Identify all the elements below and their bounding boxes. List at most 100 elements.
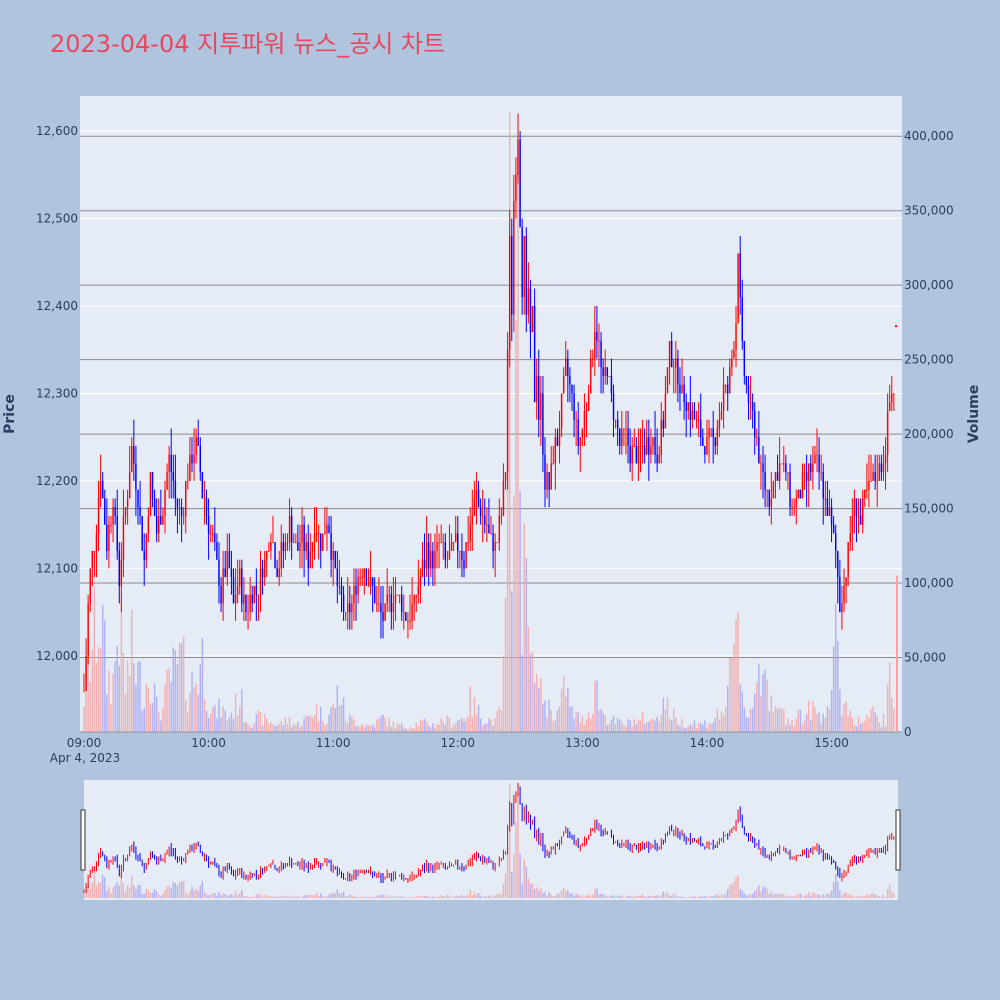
slider-volume-bar (508, 783, 511, 898)
volume-bar (864, 720, 866, 732)
slider-volume-bar (409, 897, 411, 898)
candle-body (168, 454, 170, 473)
candle-body (228, 550, 231, 569)
volume-bar (693, 720, 696, 732)
volume-bar (594, 681, 596, 732)
slider-volume-bar (573, 895, 575, 898)
candle-body (149, 472, 152, 516)
slider-volume-bar (89, 888, 91, 898)
slider-volume-bar (631, 896, 633, 898)
volume-bar (540, 677, 542, 732)
volume-bar (407, 729, 409, 732)
slider-volume-bar (668, 895, 671, 898)
slider-volume-bar (826, 893, 829, 898)
candle-body (432, 550, 434, 569)
slider-volume-bar (116, 882, 118, 898)
candle-body (446, 559, 449, 561)
candle-body (477, 489, 480, 508)
slider-volume-bar (839, 890, 841, 898)
slider-volume-bar (718, 895, 721, 898)
volume-bar (430, 727, 432, 732)
slider-volume-bar (745, 895, 748, 898)
candle-body (697, 419, 700, 421)
volume-bar (780, 708, 783, 732)
candle-body (338, 585, 341, 587)
candle-body (575, 419, 577, 421)
volume-bar (585, 719, 588, 732)
volume-bar (654, 720, 656, 732)
slider-volume-bar (658, 896, 660, 898)
volume-bar (180, 642, 183, 732)
slider-volume-bar (182, 880, 185, 898)
volume-bar (193, 687, 195, 732)
volume-bar (488, 718, 490, 732)
volume-bar (112, 673, 114, 732)
candle-body (841, 603, 843, 613)
candle-body (409, 620, 411, 622)
slider-volume-bar (459, 895, 461, 898)
range-slider-left-handle[interactable] (80, 809, 86, 871)
volume-tick-label: 100,000 (904, 576, 954, 590)
volume-bar (886, 684, 889, 732)
slider-volume-bar (448, 895, 451, 898)
volume-bar (743, 707, 746, 732)
volume-bar (324, 724, 326, 732)
candle-body (708, 428, 710, 438)
candle-body (241, 568, 243, 604)
slider-volume-bar (158, 894, 160, 898)
candle-body (712, 428, 714, 438)
candle-body (261, 568, 264, 578)
slider-volume-bar (824, 895, 827, 898)
volume-bar (120, 593, 123, 732)
candlesticks[interactable] (83, 113, 897, 692)
slider-volume-bar (778, 893, 781, 898)
slider-volume-bar (751, 893, 754, 898)
slider-volume-bar (276, 896, 278, 898)
slider-volume-bar (670, 895, 673, 898)
x-axis-date-label: Apr 4, 2023 (50, 751, 120, 765)
slider-volume-bar (583, 896, 586, 898)
range-slider-right-handle[interactable] (895, 809, 901, 871)
volume-bar (677, 724, 679, 732)
candle-body (826, 498, 829, 516)
candle-body (166, 472, 168, 490)
volume-bar (498, 706, 501, 732)
candle-body (263, 559, 266, 578)
candle-body (791, 507, 793, 509)
price-tick-label: 12,600 (36, 124, 78, 138)
volume-bar (637, 719, 640, 732)
volume-bar (425, 721, 428, 732)
volume-bar (687, 726, 689, 732)
candle-body (560, 393, 563, 429)
candle-body (529, 288, 532, 333)
candle-body (592, 358, 594, 360)
volume-bar (280, 720, 282, 732)
candle-body (386, 594, 388, 604)
candle-body (295, 542, 297, 544)
volume-bar (720, 711, 723, 732)
candle-body (735, 323, 737, 350)
slider-volume-bar (195, 889, 197, 898)
volume-bar (411, 728, 413, 732)
slider-volume-bar (845, 892, 847, 898)
slider-volume-bar (803, 895, 806, 898)
slider-volume-bar (787, 895, 789, 898)
slider-volume-bar (550, 893, 552, 898)
range-slider-background[interactable] (84, 780, 898, 900)
slider-volume-bar (286, 896, 289, 898)
candle-body (589, 358, 592, 394)
slider-volume-bar (174, 882, 177, 898)
slider-volume-bar (666, 891, 669, 898)
candle-body (139, 507, 141, 516)
candle-body (369, 577, 372, 586)
volume-bar (409, 727, 411, 732)
candle-body (170, 454, 172, 473)
candle-body (104, 498, 106, 525)
slider-volume-bar (110, 892, 112, 898)
slider-volume-bar (191, 886, 193, 898)
candle-body (201, 472, 204, 499)
volume-bar (124, 693, 127, 732)
candle-body (652, 437, 654, 446)
candle-body (413, 594, 415, 604)
